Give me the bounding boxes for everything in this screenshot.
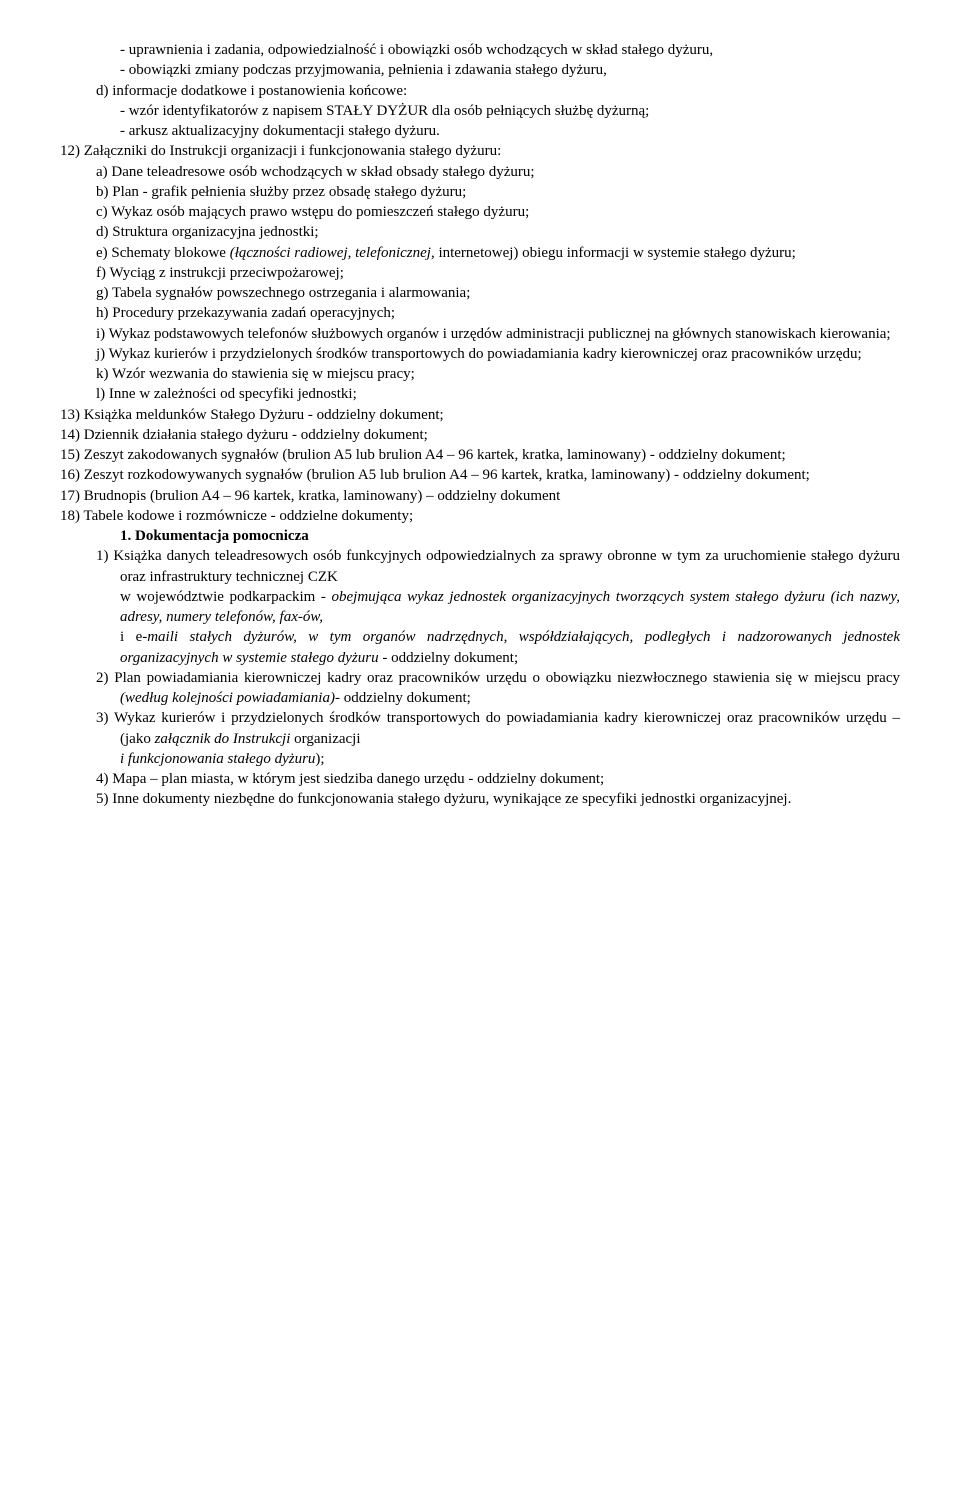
list-item-12e: e) Schematy blokowe (łączności radiowej,… <box>60 243 900 263</box>
list-item-13: 13) Książka meldunków Stałego Dyżuru - o… <box>60 405 900 425</box>
list-item-12: 12) Załączniki do Instrukcji organizacji… <box>60 141 900 161</box>
text-italic: załącznik do Instrukcji <box>155 731 295 747</box>
list-item-12a: a) Dane teleadresowe osób wchodzących w … <box>60 162 900 182</box>
dash-item: - wzór identyfikatorów z napisem STAŁY D… <box>60 101 900 121</box>
text-italic: (według kolejności powiadamiania) <box>120 690 335 706</box>
dash-item: - arkusz aktualizacyjny dokumentacji sta… <box>60 121 900 141</box>
text: - oddzielny dokument; <box>382 650 518 666</box>
list-item-12i: i) Wykaz podstawowych telefonów służbowy… <box>60 324 900 344</box>
list-item-12f: f) Wyciąg z instrukcji przeciwpożarowej; <box>60 263 900 283</box>
list-item-12d: d) Struktura organizacyjna jednostki; <box>60 222 900 242</box>
text: 2) Plan powiadamiania kierowniczej kadry… <box>96 670 900 686</box>
list-item-14: 14) Dziennik działania stałego dyżuru - … <box>60 425 900 445</box>
list-item-12b: b) Plan - grafik pełnienia służby przez … <box>60 182 900 202</box>
text: e) Schematy blokowe <box>96 245 230 261</box>
aux-item-4: 4) Mapa – plan miasta, w którym jest sie… <box>60 769 900 789</box>
text: w województwie podkarpackim - <box>120 589 332 605</box>
list-item-12l: l) Inne w zależności od specyfiki jednos… <box>60 384 900 404</box>
text: , internetowej) obiegu informacji w syst… <box>431 245 796 261</box>
text: - oddzielny dokument; <box>335 690 471 706</box>
list-item-12c: c) Wykaz osób mających prawo wstępu do p… <box>60 202 900 222</box>
list-item-12g: g) Tabela sygnałów powszechnego ostrzega… <box>60 283 900 303</box>
dash-item: - obowiązki zmiany podczas przyjmowania,… <box>60 60 900 80</box>
list-item-12k: k) Wzór wezwania do stawienia się w miej… <box>60 364 900 384</box>
aux-item-1-cont: w województwie podkarpackim - obejmująca… <box>60 587 900 628</box>
aux-item-2: 2) Plan powiadamiania kierowniczej kadry… <box>60 668 900 709</box>
aux-item-3: 3) Wykaz kurierów i przydzielonych środk… <box>60 708 900 749</box>
list-item-12h: h) Procedury przekazywania zadań operacy… <box>60 303 900 323</box>
text-italic: i funkcjonowania stałego dyżuru <box>120 751 315 767</box>
list-item-12j: j) Wykaz kurierów i przydzielonych środk… <box>60 344 900 364</box>
aux-item-3-cont: i funkcjonowania stałego dyżuru); <box>60 749 900 769</box>
section-heading: 1. Dokumentacja pomocnicza <box>60 526 900 546</box>
list-letter-d: d) informacje dodatkowe i postanowienia … <box>60 81 900 101</box>
list-item-18: 18) Tabele kodowe i rozmównicze - oddzie… <box>60 506 900 526</box>
text-italic: (łączności radiowej, telefonicznej <box>230 245 431 261</box>
list-item-15: 15) Zeszyt zakodowanych sygnałów (brulio… <box>60 445 900 465</box>
aux-item-5: 5) Inne dokumenty niezbędne do funkcjono… <box>60 789 900 809</box>
aux-item-1-cont: i e-maili stałych dyżurów, w tym organów… <box>60 627 900 668</box>
list-item-16: 16) Zeszyt rozkodowywanych sygnałów (bru… <box>60 465 900 485</box>
text: organizacji <box>294 731 360 747</box>
list-item-17: 17) Brudnopis (brulion A4 – 96 kartek, k… <box>60 486 900 506</box>
dash-item: - uprawnienia i zadania, odpowiedzialnoś… <box>60 40 900 60</box>
text: ); <box>315 751 324 767</box>
aux-item-1: 1) Książka danych teleadresowych osób fu… <box>60 546 900 587</box>
text: i e <box>120 629 142 645</box>
